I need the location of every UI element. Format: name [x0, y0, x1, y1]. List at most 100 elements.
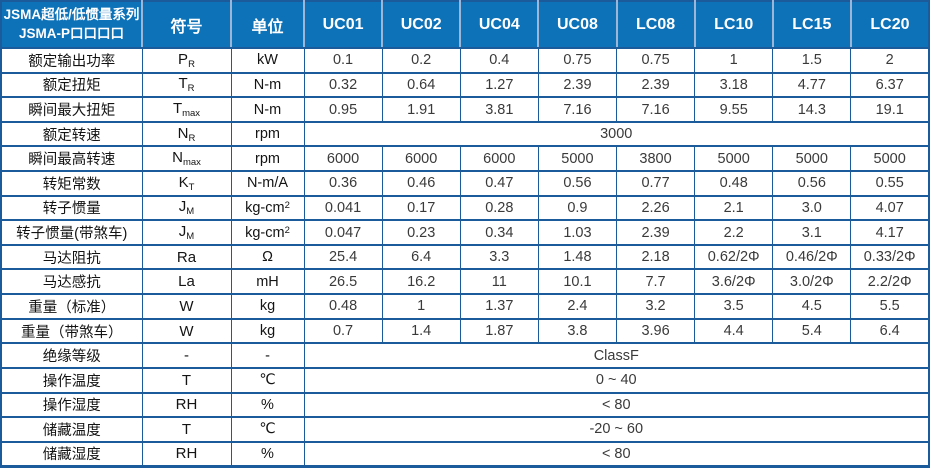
value-cell: 0.75 [615, 47, 696, 74]
value-cell: 6000 [459, 145, 539, 173]
unit-cell: rpm [230, 145, 305, 173]
table-row: 操作温度 T ℃ 0 ~ 40 [0, 366, 930, 394]
row-label-cell: 操作湿度 [0, 391, 143, 419]
value-cell: 3.1 [772, 219, 852, 246]
model-column-header-lc15: LC15 [771, 1, 851, 49]
unit-cell: mH [230, 268, 305, 296]
value-cell: 9.55 [694, 96, 774, 123]
value-cell: 1.27 [459, 71, 539, 99]
value-cell: 5000 [850, 145, 930, 173]
symbol-cell: RH [141, 440, 232, 468]
symbol-cell: JM [141, 194, 232, 222]
value-cell: 25.4 [303, 243, 383, 271]
value-cell: 4.17 [850, 219, 930, 246]
row-label-cell: 额定扭矩 [0, 71, 143, 99]
value-cell: 0.17 [381, 194, 461, 222]
value-cell: 7.16 [615, 96, 696, 123]
value-cell: 0.34 [459, 219, 539, 246]
value-cell: 0.48 [694, 170, 774, 197]
symbol-cell: Ra [141, 243, 232, 271]
value-cell: 2.39 [615, 219, 696, 246]
row-label-cell: 额定输出功率 [0, 47, 143, 74]
row-label-cell: 操作温度 [0, 366, 143, 394]
value-cell: 11 [459, 268, 539, 296]
value-cell: 3.8 [537, 317, 618, 345]
unit-cell: % [230, 440, 305, 468]
value-cell: 1 [381, 293, 461, 320]
table-title-line2: JSMA-P口口口口 [18, 25, 124, 41]
value-cell: 0.32 [303, 71, 383, 99]
symbol-cell: Tmax [141, 96, 232, 123]
value-cell: 0.64 [381, 71, 461, 99]
table-row: 马达阻抗 Ra Ω 25.4 6.4 3.3 1.48 2.18 0.62/2Φ 0.46/2Φ 0… [0, 243, 930, 271]
unit-cell: rpm [230, 120, 305, 148]
model-column-header-lc20: LC20 [849, 1, 929, 49]
symbol-cell: PR [141, 47, 232, 74]
value-cell: 5000 [537, 145, 618, 173]
unit-cell: N-m [230, 71, 305, 99]
value-cell: 0.1 [303, 47, 383, 74]
row-label-cell: 转子惯量 [0, 194, 143, 222]
value-cell: 1 [694, 47, 774, 74]
symbol-cell: JM [141, 219, 232, 246]
value-cell: 5.4 [772, 317, 852, 345]
symbol-cell: T [141, 416, 232, 443]
unit-cell: N-m/A [230, 170, 305, 197]
symbol-cell: T [141, 366, 232, 394]
value-cell: 0.46 [381, 170, 461, 197]
unit-cell: kg [230, 317, 305, 345]
model-column-header-uc02: UC02 [381, 1, 461, 49]
unit-cell: kg [230, 293, 305, 320]
value-cell: 5.5 [850, 293, 930, 320]
value-cell: 1.4 [381, 317, 461, 345]
symbol-cell: NR [141, 120, 232, 148]
value-cell: 14.3 [772, 96, 852, 123]
value-cell: 2.2/2Φ [850, 268, 930, 296]
row-label-cell: 转矩常数 [0, 170, 143, 197]
value-cell: 0.46/2Φ [772, 243, 852, 271]
value-cell: 3.18 [694, 71, 774, 99]
value-cell: 3.81 [459, 96, 539, 123]
row-label-cell: 瞬间最高转速 [0, 145, 143, 173]
model-column-header-lc08: LC08 [615, 1, 695, 49]
unit-cell: N-m [230, 96, 305, 123]
value-cell: 2.26 [615, 194, 696, 222]
merged-value-cell: ClassF [303, 342, 930, 369]
value-cell: 6000 [381, 145, 461, 173]
row-label-cell: 马达阻抗 [0, 243, 143, 271]
value-cell: 3.0/2Φ [772, 268, 852, 296]
row-label-cell: 重量（带煞车） [0, 317, 143, 345]
model-column-header-uc08: UC08 [537, 1, 617, 49]
table-row: 额定转速 NR rpm 3000 [0, 120, 930, 148]
value-cell: 0.33/2Φ [850, 243, 930, 271]
value-cell: 5000 [694, 145, 774, 173]
value-cell: 0.041 [303, 194, 383, 222]
value-cell: 1.87 [459, 317, 539, 345]
row-label-cell: 储藏湿度 [0, 440, 143, 468]
value-cell: 2.4 [537, 293, 618, 320]
table-row: 瞬间最大扭矩 Tmax N-m 0.95 1.91 3.81 7.16 7.16 9.55 14.… [0, 96, 930, 123]
value-cell: 1.48 [537, 243, 618, 271]
table-row: 额定扭矩 TR N-m 0.32 0.64 1.27 2.39 2.39 3.18 4.77 6.3… [0, 71, 930, 99]
unit-column-header: 单位 [230, 1, 304, 49]
merged-value-cell: -20 ~ 60 [303, 416, 930, 443]
unit-cell: ℃ [230, 366, 305, 394]
value-cell: 0.75 [537, 47, 618, 74]
table-row: 储藏温度 T ℃ -20 ~ 60 [0, 416, 930, 443]
value-cell: 7.16 [537, 96, 618, 123]
table-row: 绝缘等级 - - ClassF [0, 342, 930, 369]
table-row: 转子惯量 JM kg-cm2 0.041 0.17 0.28 0.9 2.26 2.1 3.0 4.… [0, 194, 930, 222]
table-title-line1: JSMA超低/低惯量系列 [3, 7, 140, 23]
value-cell: 0.95 [303, 96, 383, 123]
value-cell: 3.5 [694, 293, 774, 320]
value-cell: 2 [850, 47, 930, 74]
value-cell: 7.7 [615, 268, 696, 296]
merged-value-cell: 3000 [303, 120, 930, 148]
value-cell: 2.39 [537, 71, 618, 99]
table-row: 储藏湿度 RH% < 80 [0, 440, 930, 468]
unit-cell: kW [230, 47, 305, 74]
value-cell: 3.6/2Φ [694, 268, 774, 296]
value-cell: 19.1 [850, 96, 930, 123]
